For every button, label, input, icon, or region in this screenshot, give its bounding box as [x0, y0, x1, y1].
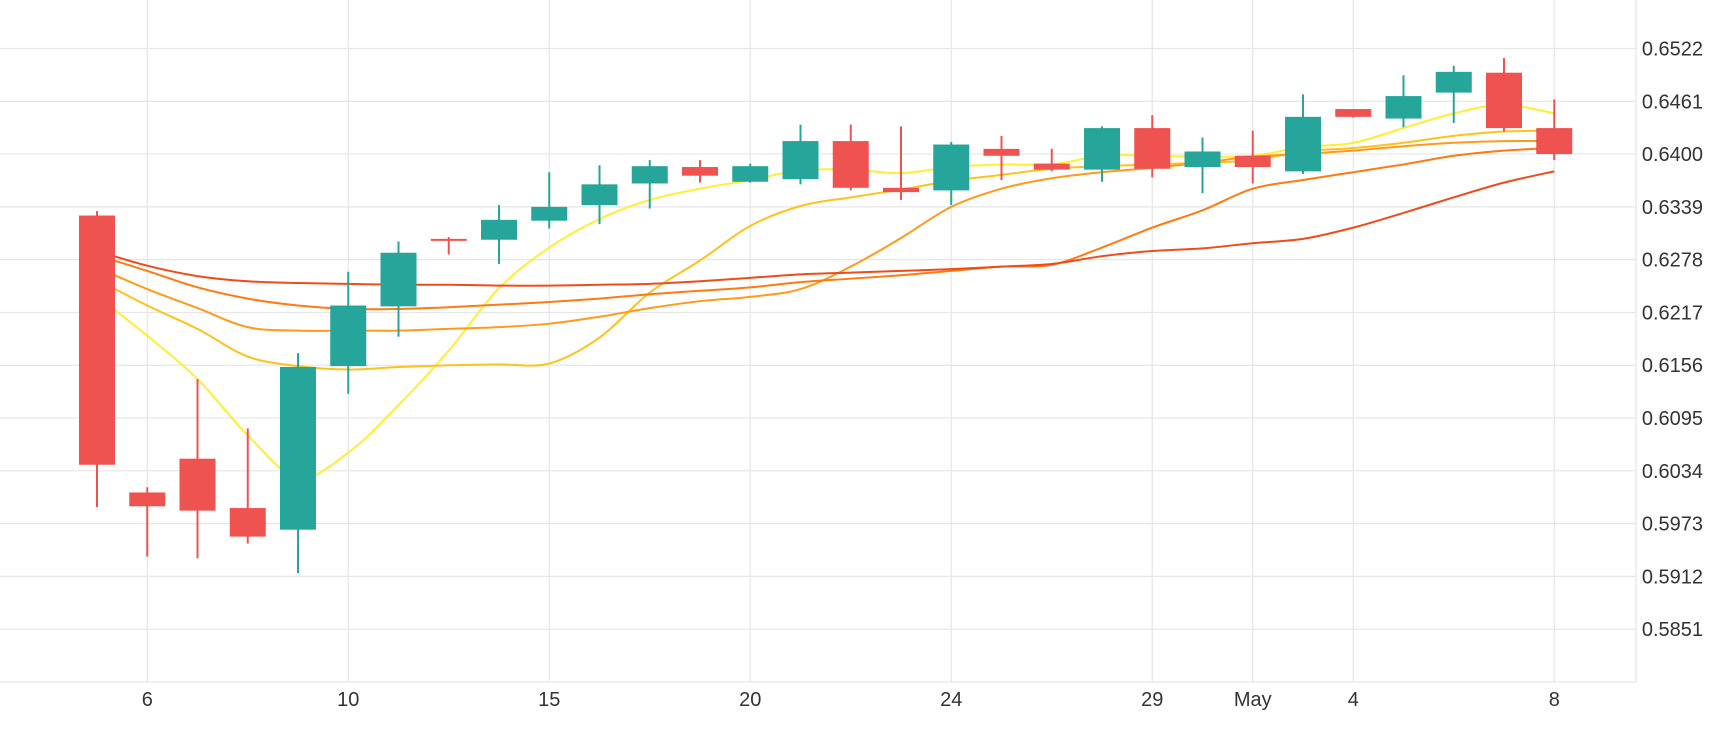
y-tick-label: 0.6400 — [1642, 144, 1703, 166]
y-tick-label: 0.5851 — [1642, 619, 1703, 641]
candle — [1486, 57, 1522, 132]
candle-body — [1134, 128, 1171, 169]
candle — [883, 126, 919, 200]
candle — [531, 172, 568, 229]
candle — [280, 353, 316, 573]
candle — [1184, 137, 1221, 194]
candle — [1033, 148, 1070, 172]
candle-body — [481, 219, 517, 240]
candles — [79, 57, 1573, 573]
x-tick-label: May — [1234, 689, 1272, 711]
candle-body — [229, 508, 266, 537]
candle-body — [1234, 155, 1271, 168]
candle — [581, 165, 618, 225]
candle — [1134, 115, 1171, 178]
x-tick-label: 29 — [1141, 689, 1163, 711]
candle-body — [1435, 71, 1472, 93]
candle — [1335, 109, 1372, 118]
candle-body — [983, 148, 1020, 156]
y-tick-label: 0.5912 — [1642, 566, 1703, 588]
candle-body — [79, 215, 115, 465]
moving-average-line-5 — [96, 170, 1555, 287]
candle — [832, 124, 869, 191]
candle — [380, 241, 417, 337]
candle-body — [531, 206, 568, 221]
candle-body — [832, 141, 869, 188]
candle — [1234, 130, 1271, 184]
candle — [1385, 75, 1422, 128]
candle-body — [330, 305, 367, 367]
candle-body — [430, 238, 467, 241]
candle — [1536, 99, 1573, 161]
candle — [631, 160, 668, 209]
x-tick-label: 4 — [1348, 689, 1359, 711]
candle — [1285, 94, 1321, 174]
candle — [79, 211, 115, 508]
candle-body — [631, 166, 668, 184]
moving-average-line-2 — [96, 129, 1555, 371]
candle — [430, 237, 467, 255]
candle-body — [1285, 116, 1321, 172]
candle-body — [1486, 72, 1522, 129]
x-tick-label: 20 — [739, 689, 761, 711]
y-axis-labels: 0.6522 0.6461 0.6400 0.6339 0.6278 0.6217 0.61… — [1642, 38, 1703, 641]
y-tick-label: 0.6095 — [1642, 408, 1703, 430]
candle-body — [380, 252, 417, 307]
y-tick-label: 0.6217 — [1642, 302, 1703, 324]
candle — [1084, 126, 1120, 182]
candle — [1435, 65, 1472, 123]
x-tick-label: 8 — [1549, 689, 1560, 711]
horizontal-gridlines — [0, 0, 1637, 683]
candle — [179, 379, 216, 559]
candle-body — [179, 458, 216, 511]
y-tick-label: 0.6156 — [1642, 355, 1703, 377]
y-tick-label: 0.6522 — [1642, 38, 1703, 60]
candle-body — [1385, 96, 1422, 119]
y-tick-label: 0.6278 — [1642, 250, 1703, 272]
x-tick-label: 15 — [538, 689, 560, 711]
candle-body — [581, 184, 618, 206]
candle-body — [883, 187, 919, 193]
candle-body — [1033, 163, 1070, 170]
candle-body — [933, 144, 970, 191]
candle-body — [732, 166, 769, 182]
x-tick-label: 6 — [142, 689, 153, 711]
y-tick-label: 0.5973 — [1642, 514, 1703, 536]
candle — [129, 487, 166, 557]
moving-average-line-4 — [96, 146, 1555, 311]
candle-body — [682, 167, 718, 176]
candle-body — [1084, 128, 1120, 170]
candle — [933, 141, 970, 206]
candle — [330, 271, 367, 394]
candle — [481, 205, 517, 264]
candle-body — [1335, 109, 1372, 117]
y-tick-label: 0.6339 — [1642, 197, 1703, 219]
x-tick-label: 10 — [337, 689, 359, 711]
y-tick-label: 0.6461 — [1642, 91, 1703, 113]
candle-body — [1184, 151, 1221, 168]
candle — [229, 428, 266, 544]
candle — [782, 124, 819, 185]
candle — [682, 160, 718, 183]
candle — [732, 163, 769, 183]
candle-body — [280, 366, 316, 530]
candle-body — [1536, 128, 1573, 155]
candle — [983, 135, 1020, 181]
candle-body — [129, 492, 166, 507]
candle-body — [782, 141, 819, 180]
x-axis-labels: 6 10 15 20 24 29 May 4 8 — [142, 689, 1560, 711]
y-tick-label: 0.6034 — [1642, 461, 1703, 483]
x-tick-label: 24 — [940, 689, 962, 711]
